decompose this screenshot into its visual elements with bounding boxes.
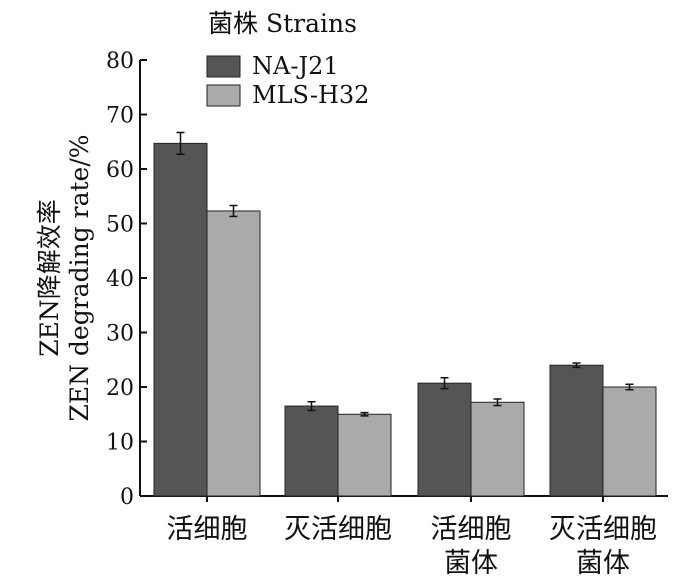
x-category-label: 灭活细胞 <box>284 514 392 545</box>
bar-mls-h32-2 <box>337 413 392 497</box>
x-category-label: 活细胞 <box>167 514 248 545</box>
y-tick-label: 40 <box>106 267 134 292</box>
y-tick-label: 80 <box>106 49 134 74</box>
y-axis-label-line-2: ZEN degrading rate/% <box>65 134 94 421</box>
bar-mls-h32-3 <box>470 401 525 497</box>
legend-swatch-na-j21 <box>206 55 241 78</box>
x-ticks <box>206 496 604 502</box>
bar-na-j21-1 <box>153 142 208 497</box>
legend-label-mls-h32: MLS-H32 <box>252 81 369 109</box>
y-tick-label: 30 <box>106 322 134 347</box>
y-tick-label: 50 <box>106 213 134 238</box>
y-axis-label-line-1: ZEN降解效率 <box>35 199 64 357</box>
bar-mls-h32-1 <box>206 210 261 497</box>
y-tick-label: 0 <box>120 485 134 510</box>
bar-na-j21-3 <box>417 382 472 497</box>
y-tick-label: 70 <box>106 104 134 129</box>
legend-label-na-j21: NA-J21 <box>252 52 339 80</box>
bar-na-j21-4 <box>549 364 604 497</box>
x-category-label: 菌体 <box>444 548 498 579</box>
y-tick-label: 60 <box>106 158 134 183</box>
y-tick-label: 20 <box>106 376 134 401</box>
legend-swatch-mls-h32 <box>206 84 241 107</box>
legend: 菌株 Strains NA-J21 MLS-H32 <box>206 9 369 109</box>
error-bars <box>176 131 634 417</box>
x-category-label: 菌体 <box>576 548 630 579</box>
x-category-label: 活细胞 <box>431 514 512 545</box>
y-axis-label: ZEN降解效率 ZEN degrading rate/% <box>35 134 94 421</box>
y-tick-label: 10 <box>106 431 134 456</box>
legend-title: 菌株 Strains <box>208 9 357 38</box>
bars <box>153 142 657 497</box>
bar-na-j21-2 <box>284 405 339 497</box>
bar-mls-h32-4 <box>602 386 657 497</box>
x-category-label: 灭活细胞 <box>549 514 657 545</box>
y-ticks: 0 10 20 30 40 50 60 70 80 <box>106 49 147 510</box>
